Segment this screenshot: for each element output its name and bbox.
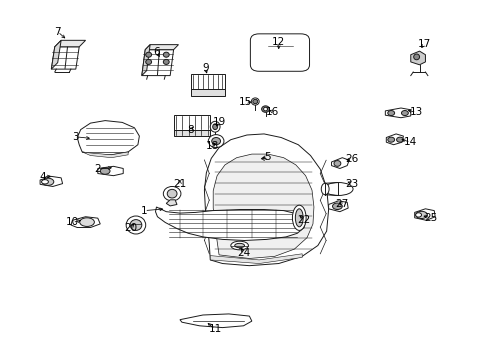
Text: 26: 26 (345, 154, 358, 164)
Ellipse shape (401, 111, 407, 116)
Ellipse shape (80, 218, 94, 226)
Ellipse shape (415, 211, 427, 219)
Polygon shape (155, 207, 305, 240)
Polygon shape (328, 201, 347, 212)
Text: 12: 12 (271, 37, 285, 48)
Polygon shape (77, 121, 139, 155)
Text: 18: 18 (205, 141, 219, 151)
Text: 9: 9 (202, 63, 208, 73)
Polygon shape (180, 314, 251, 328)
Text: 21: 21 (173, 179, 186, 189)
Ellipse shape (163, 186, 181, 201)
Text: 3: 3 (72, 132, 79, 142)
Text: 10: 10 (66, 217, 79, 228)
Polygon shape (55, 40, 85, 47)
Polygon shape (385, 108, 410, 118)
Polygon shape (190, 89, 224, 96)
Text: 1: 1 (141, 206, 147, 216)
FancyBboxPatch shape (250, 34, 309, 71)
Polygon shape (82, 152, 128, 158)
Polygon shape (51, 40, 61, 69)
Text: 5: 5 (264, 152, 271, 162)
Ellipse shape (210, 121, 220, 132)
Text: 27: 27 (335, 199, 348, 210)
Ellipse shape (234, 243, 244, 248)
Ellipse shape (145, 59, 151, 64)
Ellipse shape (333, 161, 340, 166)
Ellipse shape (167, 189, 177, 198)
Ellipse shape (42, 178, 54, 185)
Polygon shape (142, 45, 150, 76)
Ellipse shape (332, 203, 342, 210)
Ellipse shape (263, 107, 267, 111)
Ellipse shape (208, 135, 224, 148)
Text: 25: 25 (424, 213, 437, 223)
Polygon shape (51, 47, 79, 69)
Text: 4: 4 (40, 172, 46, 182)
Ellipse shape (323, 183, 352, 195)
Polygon shape (386, 134, 403, 145)
Ellipse shape (261, 106, 269, 112)
Polygon shape (166, 200, 177, 206)
Ellipse shape (396, 137, 403, 142)
Ellipse shape (230, 241, 248, 250)
Text: 7: 7 (54, 27, 61, 37)
Ellipse shape (126, 216, 145, 234)
Text: 20: 20 (124, 222, 137, 233)
Text: 23: 23 (345, 179, 358, 189)
Text: 13: 13 (409, 107, 423, 117)
Polygon shape (71, 217, 100, 228)
Ellipse shape (295, 209, 303, 227)
Ellipse shape (292, 205, 305, 230)
Text: 16: 16 (265, 107, 279, 117)
Polygon shape (213, 154, 313, 258)
Ellipse shape (130, 220, 142, 230)
Ellipse shape (251, 98, 259, 105)
Text: 24: 24 (236, 248, 250, 258)
Ellipse shape (145, 52, 151, 57)
Ellipse shape (211, 138, 220, 145)
Polygon shape (98, 166, 123, 176)
Ellipse shape (163, 52, 169, 57)
Ellipse shape (387, 137, 394, 142)
Text: 15: 15 (238, 96, 252, 107)
Polygon shape (40, 176, 62, 186)
Text: 22: 22 (297, 215, 310, 225)
Polygon shape (173, 130, 210, 136)
Polygon shape (410, 51, 425, 65)
Text: 17: 17 (417, 39, 430, 49)
Text: 8: 8 (187, 125, 194, 135)
Text: 19: 19 (212, 117, 225, 127)
Ellipse shape (387, 111, 394, 116)
Polygon shape (210, 254, 302, 264)
Ellipse shape (413, 54, 419, 60)
Text: 6: 6 (153, 47, 160, 57)
Ellipse shape (41, 180, 48, 184)
Ellipse shape (100, 168, 110, 174)
Text: 11: 11 (208, 324, 222, 334)
Ellipse shape (163, 59, 169, 64)
Polygon shape (190, 74, 224, 89)
Text: 2: 2 (94, 164, 101, 174)
Polygon shape (173, 115, 210, 130)
Ellipse shape (321, 183, 328, 195)
Ellipse shape (252, 99, 257, 104)
Polygon shape (145, 45, 178, 50)
Polygon shape (204, 134, 328, 266)
Polygon shape (142, 50, 173, 76)
Polygon shape (331, 158, 348, 168)
Ellipse shape (212, 124, 217, 130)
Polygon shape (414, 209, 434, 220)
Ellipse shape (415, 213, 421, 217)
Text: 14: 14 (403, 137, 417, 147)
